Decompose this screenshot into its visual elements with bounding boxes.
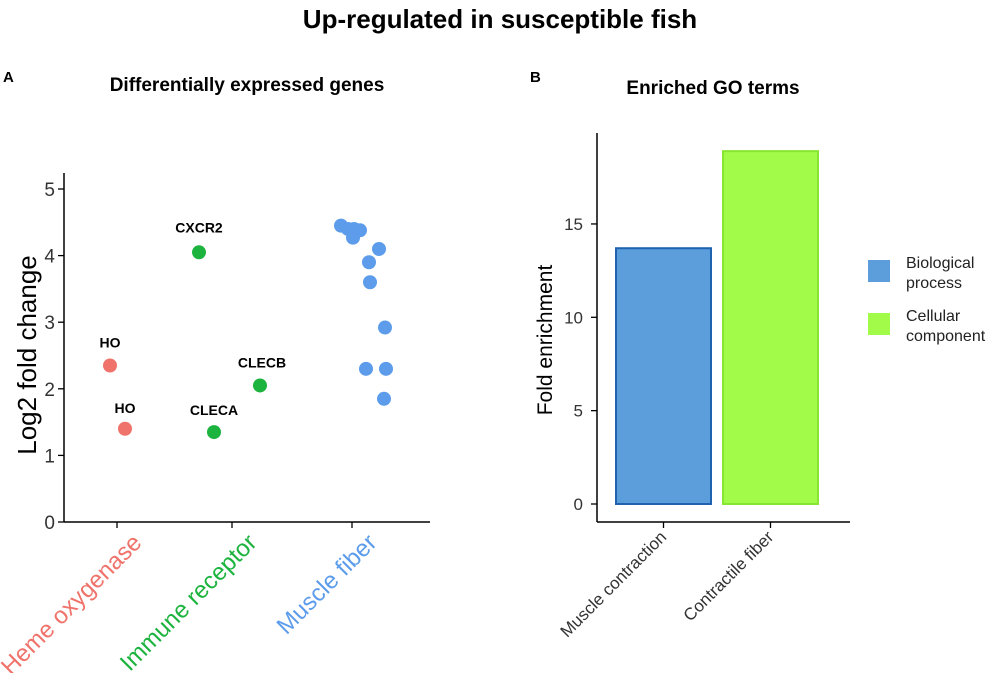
y-tick-label: 5 (44, 180, 55, 201)
data-point (118, 421, 132, 436)
panel-a-y-ticks: 0 1 2 3 4 5 (44, 180, 64, 534)
data-point (253, 378, 267, 393)
legend-label: component (906, 328, 986, 345)
y-tick-label: 2 (44, 380, 55, 401)
panel-a-point-labels: HO HO CXCR2 CLECB CLECA (100, 219, 287, 418)
panel-b-title: Enriched GO terms (626, 78, 799, 99)
y-tick-label: 10 (564, 308, 583, 327)
legend-label: process (906, 275, 962, 292)
panel-b-y-axis-label: Fold enrichment (534, 265, 557, 416)
panel-b-bars (615, 150, 819, 505)
panel-a-letter: A (3, 69, 14, 86)
data-point (192, 245, 206, 260)
legend-label: Biological (906, 255, 974, 272)
legend-key (868, 260, 890, 282)
x-tick-label: Contractile fiber (680, 527, 778, 625)
figure-title: Up-regulated in susceptible fish (303, 4, 697, 34)
panel-b-x-ticks: Muscle contraction Contractile fiber (557, 522, 778, 641)
data-point (378, 320, 392, 335)
point-label: HO (100, 334, 121, 350)
x-tick-label: Muscle fiber (272, 529, 383, 640)
data-point (377, 391, 391, 406)
data-point (207, 425, 221, 440)
panel-b: B Enriched GO terms Fold enrichment 0 5 10… (530, 69, 986, 641)
y-tick-label: 3 (44, 313, 55, 334)
y-tick-label: 15 (564, 215, 583, 234)
data-point (363, 275, 377, 290)
point-label: CXCR2 (175, 219, 223, 235)
point-label: CLECA (190, 402, 238, 418)
data-point (359, 361, 373, 376)
panel-a-points (103, 218, 393, 440)
y-tick-label: 4 (44, 247, 55, 268)
legend-label: Cellular (906, 308, 961, 325)
data-point (103, 358, 117, 373)
panel-b-letter: B (530, 69, 541, 86)
panel-a-title: Differentially expressed genes (110, 75, 385, 96)
bar (615, 247, 712, 505)
y-tick-label: 0 (44, 513, 55, 534)
panel-b-legend: Biological process Cellular component (868, 255, 986, 345)
data-point (346, 230, 360, 245)
data-point (362, 255, 376, 270)
x-tick-label: Muscle contraction (557, 527, 671, 641)
point-label: HO (115, 400, 136, 416)
point-label: CLECB (238, 354, 286, 370)
y-tick-label: 5 (574, 402, 583, 421)
y-tick-label: 0 (574, 495, 583, 514)
bar (722, 150, 819, 505)
legend-key (868, 313, 890, 335)
y-tick-label: 1 (44, 446, 55, 467)
panel-a-y-axis-label: Log2 fold change (12, 255, 42, 455)
panel-b-y-ticks: 0 5 10 15 (564, 215, 597, 514)
data-point (372, 241, 386, 256)
panel-a: A Differentially expressed genes Log2 fo… (0, 69, 430, 673)
data-point (379, 361, 393, 376)
